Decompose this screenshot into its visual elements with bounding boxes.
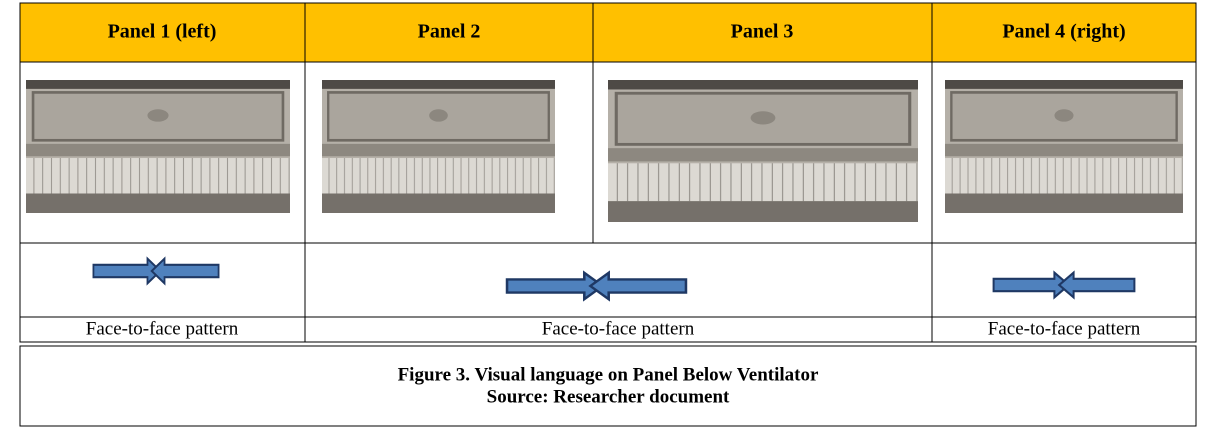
panel-photo	[608, 80, 918, 222]
arrow-pair	[92, 257, 220, 285]
pattern-label: Face-to-face pattern	[86, 318, 239, 339]
header-cell: Panel 3	[731, 21, 794, 43]
header-cell: Panel 4 (right)	[1002, 21, 1125, 43]
panel-photo	[322, 80, 555, 213]
pattern-label: Face-to-face pattern	[542, 318, 695, 339]
header-cell: Panel 1 (left)	[108, 21, 217, 43]
caption-source: Source: Researcher document	[487, 386, 730, 407]
panel-photo	[945, 80, 1183, 213]
table-border	[19, 2, 1197, 343]
panel-photo	[26, 80, 290, 213]
header-cell: Panel 2	[418, 21, 481, 43]
header-row	[20, 3, 1196, 62]
pattern-label: Face-to-face pattern	[988, 318, 1141, 339]
arrow-pair	[992, 271, 1136, 299]
caption-title: Figure 3. Visual language on Panel Below…	[398, 364, 819, 385]
arrow-pair	[505, 271, 688, 301]
caption-box	[19, 345, 1197, 427]
